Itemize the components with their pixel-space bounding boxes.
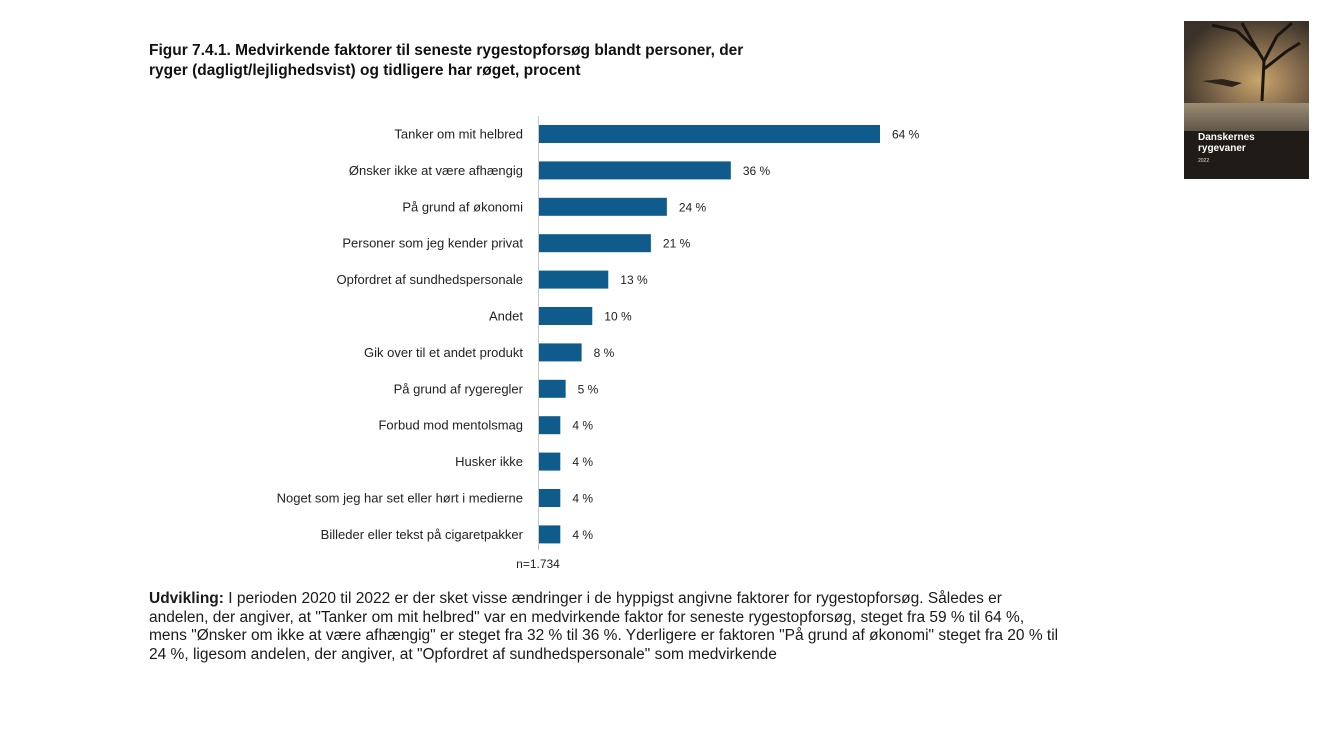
category-label: Ønsker ikke at være afhængig [349,163,523,178]
cover-tree-illustration [1202,21,1301,101]
value-label: 4 % [572,528,593,542]
cover-sky [1184,21,1309,106]
category-label: Forbud mod mentolsmag [378,418,523,433]
development-text: Udvikling: I perioden 2020 til 2022 er d… [149,590,1059,664]
bar [539,489,561,507]
cover-year: 2022 [1198,158,1210,164]
category-label: Noget som jeg har set eller hørt i medie… [277,491,523,506]
cover-water [1184,103,1309,133]
bar [539,161,731,180]
category-label: Personer som jeg kender privat [342,236,523,251]
value-label: 36 % [743,164,771,178]
category-label: Opfordret af sundhedspersonale [337,272,523,287]
figure-title: Figur 7.4.1. Medvirkende faktorer til se… [149,41,909,81]
bar [539,525,561,544]
bar [539,234,651,253]
category-label: På grund af økonomi [402,199,523,214]
value-label: 4 % [572,455,593,469]
category-label: Gik over til et andet produkt [364,345,523,360]
value-label: 4 % [572,492,593,506]
cover-title-line-1: Danskernes [1198,132,1255,143]
bars-layer: Tanker om mit helbred 64 % Ønsker ikke at … [277,125,920,544]
cover-ground [1184,131,1309,179]
category-label: Tanker om mit helbred [394,127,523,142]
development-lead: Udvikling: [149,590,224,607]
category-label: Billeder eller tekst på cigaretpakker [321,527,524,542]
report-cover-image: Danskernes rygevaner 2022 [1184,21,1309,179]
value-label: 10 % [604,310,632,324]
value-label: 24 % [679,200,707,214]
bar [539,307,593,325]
development-paragraph: Udvikling: I perioden 2020 til 2022 er d… [149,590,1059,664]
sample-size-label: n=1.734 [516,557,560,571]
category-label: På grund af rygeregler [394,381,524,396]
value-label: 5 % [578,382,599,396]
cover-title-line-2: rygevaner [1198,143,1246,154]
value-label: 64 % [892,128,920,142]
bar [539,125,880,143]
figure-title-line-1: Figur 7.4.1. Medvirkende faktorer til se… [149,42,744,59]
category-label: Husker ikke [455,454,523,469]
development-body: I perioden 2020 til 2022 er der sket vis… [149,590,1059,663]
value-label: 8 % [594,346,615,360]
bar [539,343,582,362]
category-label: Andet [489,309,523,324]
figure-title-line-2: ryger (dagligt/lejlighedsvist) og tidlig… [149,62,581,79]
bar [539,416,561,435]
bar [539,270,609,289]
value-label: 4 % [572,419,593,433]
value-label: 21 % [663,237,691,251]
value-label: 13 % [620,273,648,287]
cover-title: Danskernes rygevaner [1198,132,1255,154]
bar [539,379,566,398]
bar [539,197,667,216]
bar [539,452,561,471]
